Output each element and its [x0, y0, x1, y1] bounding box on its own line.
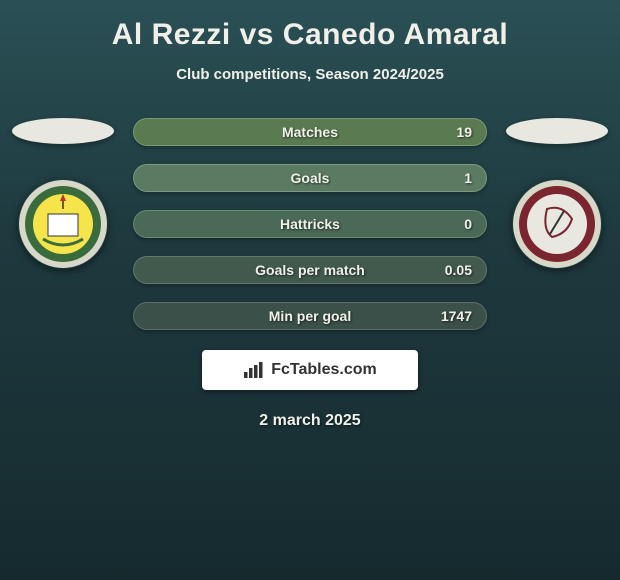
stat-value: 1747 [441, 308, 472, 324]
stat-bar: Hattricks 0 [133, 210, 487, 238]
club-emblem-right-icon [512, 179, 602, 269]
stat-label: Matches [282, 124, 338, 140]
chart-icon [243, 361, 265, 379]
right-column [502, 118, 612, 269]
stat-bar: Goals per match 0.05 [133, 256, 487, 284]
club-logo-right [512, 179, 602, 269]
stat-bar: Min per goal 1747 [133, 302, 487, 330]
club-emblem-left-icon [18, 179, 108, 269]
stat-label: Goals per match [255, 262, 365, 278]
club-logo-left [18, 179, 108, 269]
date-text: 2 march 2025 [259, 412, 360, 430]
stat-value: 19 [456, 124, 472, 140]
content-row: Matches 19 Goals 1 Hattricks 0 Goals per match… [0, 118, 620, 330]
page-title: Al Rezzi vs Canedo Amaral [112, 18, 509, 52]
stat-label: Hattricks [280, 216, 340, 232]
stat-value: 0 [464, 216, 472, 232]
player-left-badge [12, 118, 114, 144]
stats-column: Matches 19 Goals 1 Hattricks 0 Goals per match… [118, 118, 502, 330]
stat-label: Min per goal [269, 308, 351, 324]
subtitle: Club competitions, Season 2024/2025 [176, 66, 444, 83]
branding-text: FcTables.com [271, 361, 377, 379]
stat-bar: Matches 19 [133, 118, 487, 146]
stat-value: 0.05 [445, 262, 472, 278]
left-column [8, 118, 118, 269]
comparison-card: Al Rezzi vs Canedo Amaral Club competiti… [0, 0, 620, 440]
stat-bar: Goals 1 [133, 164, 487, 192]
stat-value: 1 [464, 170, 472, 186]
player-right-badge [506, 118, 608, 144]
stat-label: Goals [291, 170, 330, 186]
branding-badge[interactable]: FcTables.com [202, 350, 418, 390]
